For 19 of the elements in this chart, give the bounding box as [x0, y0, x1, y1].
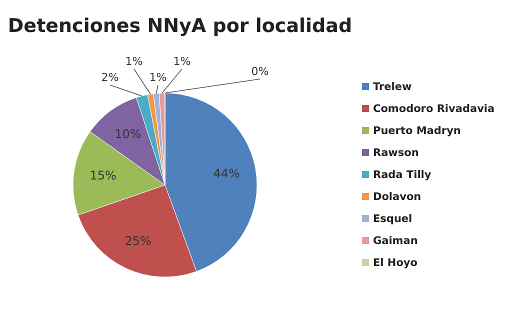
data-label: 25%	[124, 234, 152, 248]
legend-label: Rada Tilly	[373, 169, 432, 181]
text: 0%	[251, 65, 269, 78]
data-label: 1%	[173, 55, 191, 68]
legend-label: Esquel	[373, 213, 412, 225]
data-label: 1%	[125, 55, 143, 68]
legend-label: Puerto Madryn	[373, 125, 461, 137]
chart-title: Detenciones NNyA por localidad	[8, 15, 352, 37]
legend-label: Gaiman	[373, 235, 418, 247]
legend-label: Trelew	[373, 81, 412, 93]
legend-label: El Hoyo	[373, 257, 418, 269]
data-label: 10%	[114, 126, 142, 141]
data-label: 44%	[213, 166, 240, 180]
legend-label: Comodoro Rivadavia	[373, 103, 495, 115]
legend-label: Rawson	[373, 147, 419, 159]
legend-label: Dolavon	[373, 191, 422, 203]
data-label: 15%	[90, 168, 116, 182]
data-label: 2%	[101, 71, 119, 84]
data-label: 1%	[149, 71, 167, 84]
